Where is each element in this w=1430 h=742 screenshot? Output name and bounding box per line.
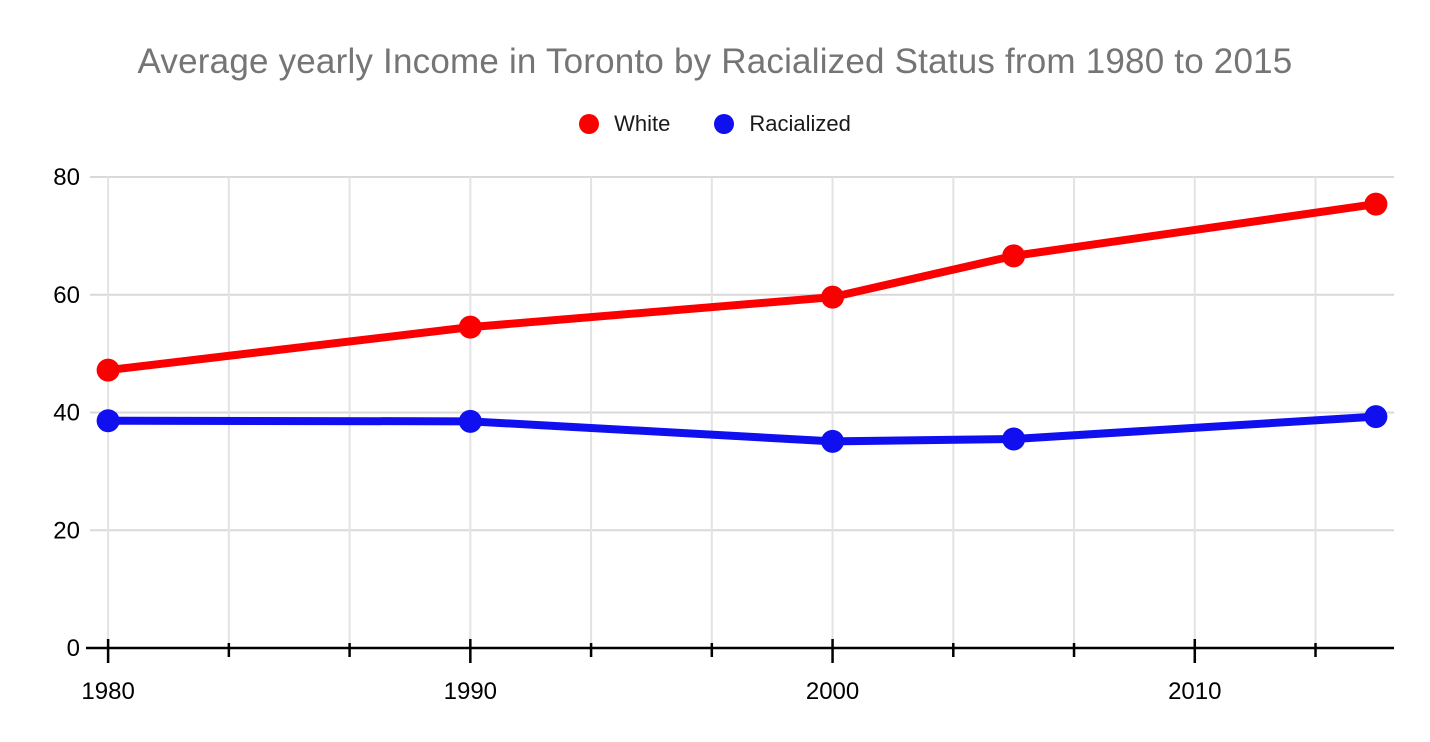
- data-point-white-2000: [821, 285, 845, 309]
- x-tick-label-2010: 2010: [1168, 678, 1221, 705]
- series-line-white: [104, 200, 1380, 375]
- legend: White Racialized: [0, 111, 1430, 137]
- data-point-racialized-1980: [96, 409, 120, 433]
- legend-label-white: White: [614, 111, 671, 136]
- legend-marker-racialized-icon: [714, 114, 735, 134]
- data-point-white-2015: [1364, 192, 1388, 216]
- data-point-white-1990: [458, 315, 482, 339]
- data-point-racialized-2005: [1002, 427, 1026, 451]
- legend-marker-white-icon: [579, 114, 600, 134]
- x-tick-label-2000: 2000: [806, 678, 859, 705]
- y-tick-label-20: 20: [53, 517, 80, 544]
- y-tick-label-60: 60: [53, 282, 80, 309]
- data-point-racialized-2000: [821, 429, 845, 453]
- data-point-racialized-1990: [458, 409, 482, 433]
- data-point-racialized-2015: [1364, 405, 1388, 429]
- data-point-white-1980: [96, 358, 120, 382]
- legend-item-racialized: Racialized: [714, 111, 851, 137]
- x-tick-label-1990: 1990: [444, 678, 497, 705]
- series-line-racialized: [104, 412, 1380, 446]
- y-tick-label-80: 80: [53, 164, 80, 191]
- data-point-white-2005: [1002, 244, 1026, 268]
- chart-title: Average yearly Income in Toronto by Raci…: [137, 42, 1293, 81]
- y-tick-label-40: 40: [53, 400, 80, 427]
- y-tick-label-0: 0: [67, 635, 80, 662]
- legend-label-racialized: Racialized: [749, 111, 851, 136]
- legend-item-white: White: [579, 111, 670, 137]
- x-tick-label-1980: 1980: [81, 678, 134, 705]
